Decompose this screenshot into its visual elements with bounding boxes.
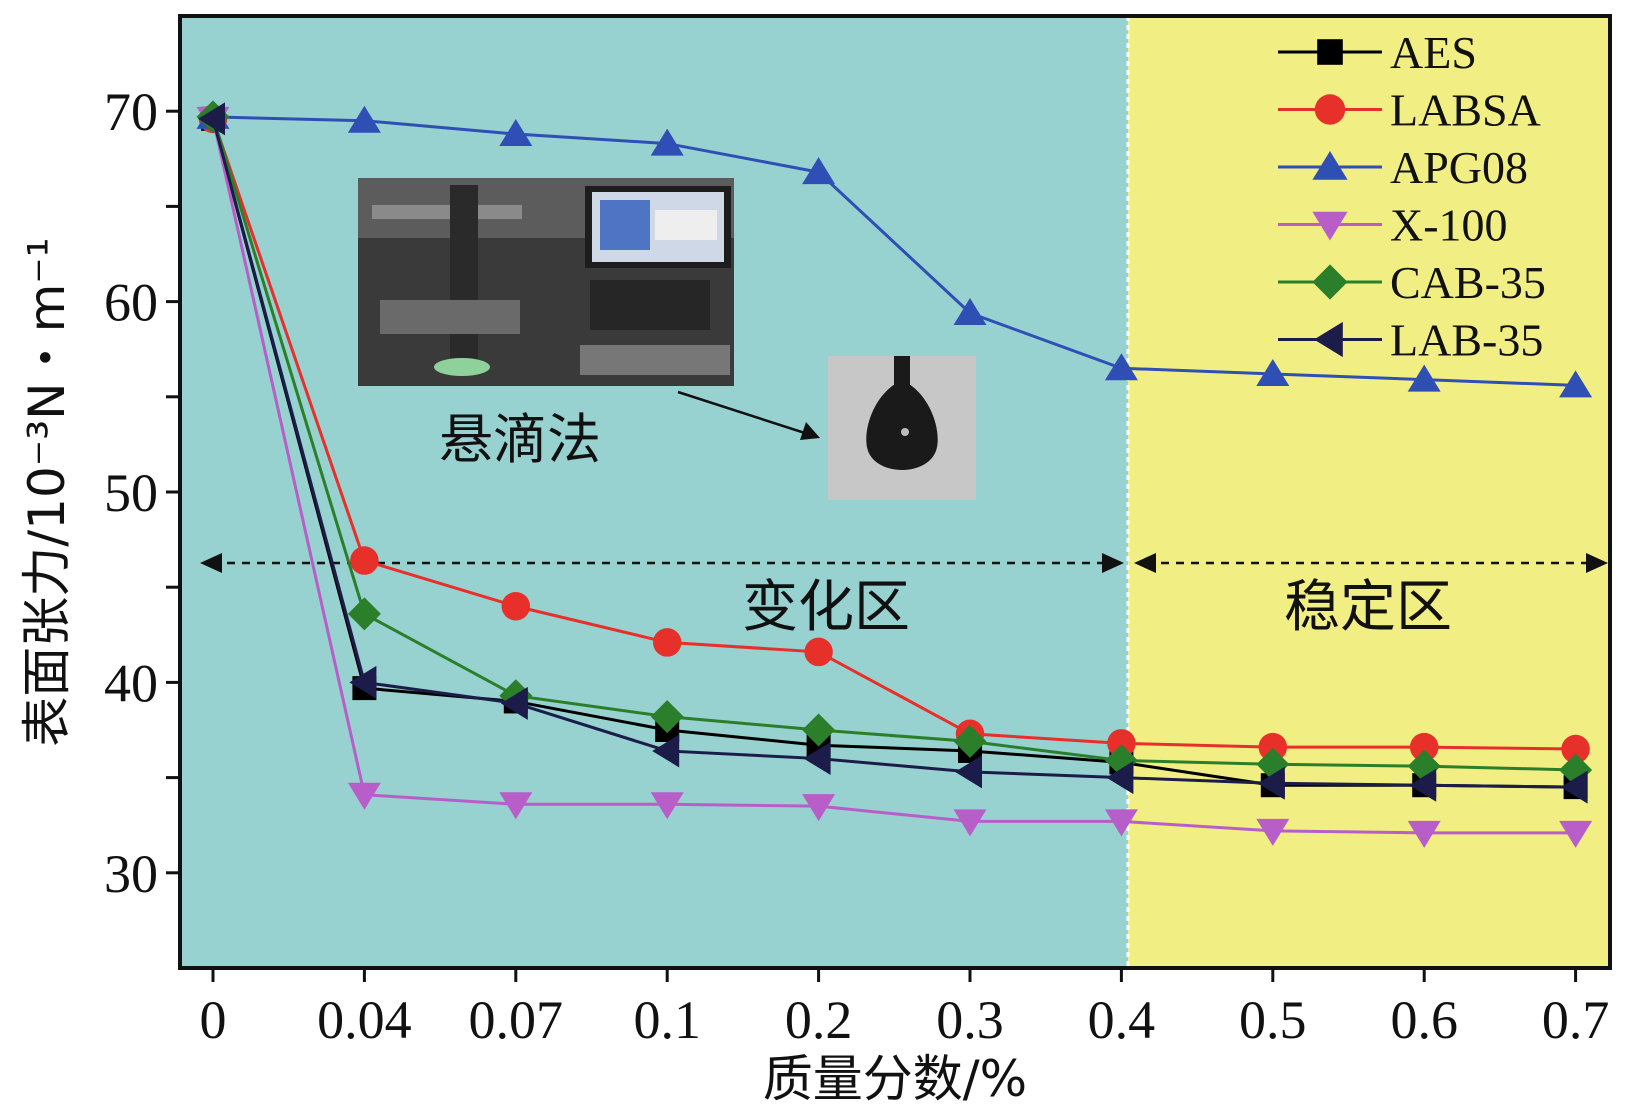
data-point-x-100 — [802, 794, 836, 822]
legend-marker-apg08 — [1312, 151, 1348, 180]
data-point-apg08 — [1104, 353, 1138, 381]
legend-label: CAB-35 — [1390, 257, 1546, 308]
data-point-labsa — [1258, 732, 1288, 762]
series-line-lab-35 — [211, 118, 1576, 789]
y-axis: 30 40 50 60 70 — [104, 82, 180, 904]
legend-entry-labsa: LABSA — [1278, 85, 1541, 136]
x-tick-label: 0.3 — [936, 990, 1004, 1050]
legend-label: LABSA — [1390, 85, 1541, 136]
legend-marker-cab-35 — [1312, 264, 1348, 300]
change-region-background — [180, 16, 1128, 968]
photo-to-drop-arrow — [677, 390, 820, 440]
legend-label: AES — [1390, 27, 1477, 78]
y-tick-label: 40 — [104, 653, 158, 713]
data-point-lab-35 — [1560, 770, 1588, 804]
data-point-lab-35 — [803, 742, 831, 776]
x-axis: 0 0.04 0.07 0.1 0.2 0.3 0.4 0.5 0.6 0.7 — [200, 968, 1610, 1050]
legend-entry-lab-35: LAB-35 — [1278, 315, 1543, 366]
data-point-apg08 — [1256, 358, 1290, 386]
data-point-cab-35 — [953, 724, 987, 758]
legend-marker-lab-35 — [1314, 321, 1343, 358]
series-layer — [196, 100, 1593, 848]
legend-marker-labsa — [1314, 94, 1346, 125]
legend-marker-aes — [1317, 39, 1343, 65]
data-point-lab-35 — [955, 755, 982, 789]
data-point-x-100 — [347, 782, 381, 810]
x-tick-label: 0.5 — [1239, 990, 1307, 1050]
x-tick-label: 0.07 — [469, 990, 564, 1050]
legend-entry-aes: AES — [1278, 27, 1477, 78]
y-tick-label: 70 — [104, 82, 158, 142]
legend: AES LABSA APG08 X-100 CAB-35 LAB-35 — [1278, 27, 1546, 366]
legend-entry-x-100: X-100 — [1278, 200, 1508, 251]
x-tick-label: 0.2 — [785, 990, 853, 1050]
data-point-x-100 — [499, 792, 533, 820]
x-tick-label: 0 — [200, 990, 227, 1050]
data-point-lab-35 — [500, 686, 528, 720]
data-point-apg08 — [802, 157, 836, 185]
data-point-cab-35 — [650, 700, 684, 734]
data-point-apg08 — [1559, 370, 1593, 398]
data-point-cab-35 — [347, 597, 381, 631]
photo-caption: 悬滴法 — [439, 408, 601, 471]
apparatus-photo — [358, 178, 734, 386]
data-point-labsa — [1107, 729, 1136, 758]
x-tick-label: 0.6 — [1390, 990, 1458, 1050]
data-point-cab-35 — [802, 713, 836, 747]
series-line-cab-35 — [211, 116, 1576, 772]
data-point-apg08 — [650, 128, 684, 156]
y-axis-title: 表面张力/10⁻³N・m⁻¹ — [18, 237, 76, 746]
x-tick-label: 0.4 — [1088, 990, 1156, 1050]
y-tick-label: 60 — [104, 273, 158, 333]
y-tick-label: 50 — [104, 463, 158, 523]
data-point-apg08 — [347, 105, 381, 133]
data-point-labsa — [350, 546, 379, 575]
stable-region-background — [1128, 16, 1610, 968]
y-tick-label: 30 — [104, 844, 158, 904]
series-apg08 — [196, 101, 1593, 398]
series-line-apg08 — [212, 115, 1576, 387]
stable-region-label: 稳定区 — [1284, 575, 1452, 640]
data-point-labsa — [1561, 734, 1590, 764]
change-region-label: 变化区 — [742, 575, 910, 640]
data-point-lab-35 — [652, 734, 680, 768]
change-region-arrow — [200, 553, 1124, 573]
legend-marker-x-100 — [1312, 211, 1348, 241]
data-point-labsa — [652, 628, 682, 657]
series-lab-35 — [198, 102, 1588, 804]
data-point-labsa — [1409, 732, 1439, 762]
data-point-apg08 — [1407, 364, 1441, 392]
legend-label: LAB-35 — [1390, 315, 1543, 366]
x-tick-label: 0.7 — [1542, 990, 1610, 1050]
drop-image — [828, 356, 976, 500]
data-point-lab-35 — [1106, 761, 1134, 795]
x-tick-label: 0.04 — [317, 990, 412, 1050]
series-line-labsa — [211, 118, 1576, 751]
data-point-x-100 — [1256, 818, 1290, 846]
data-point-labsa — [804, 637, 833, 667]
data-point-x-100 — [1104, 809, 1138, 837]
x-tick-label: 0.1 — [633, 990, 701, 1050]
data-point-lab-35 — [1257, 766, 1285, 800]
data-point-apg08 — [499, 119, 533, 147]
data-point-lab-35 — [198, 102, 225, 136]
data-point-lab-35 — [349, 665, 377, 699]
data-point-x-100 — [1407, 820, 1441, 848]
stable-region-arrow — [1134, 553, 1608, 573]
legend-label: X-100 — [1390, 200, 1508, 251]
data-point-labsa — [501, 591, 531, 621]
data-point-x-100 — [650, 792, 684, 820]
data-point-x-100 — [1559, 820, 1593, 848]
x-axis-title: 质量分数/% — [763, 1050, 1027, 1108]
legend-label: APG08 — [1390, 142, 1528, 193]
legend-entry-cab-35: CAB-35 — [1278, 257, 1546, 308]
data-point-lab-35 — [1409, 768, 1437, 802]
data-point-apg08 — [953, 298, 987, 326]
series-line-x-100 — [211, 118, 1576, 835]
legend-entry-apg08: APG08 — [1278, 142, 1528, 193]
data-point-x-100 — [953, 809, 987, 837]
